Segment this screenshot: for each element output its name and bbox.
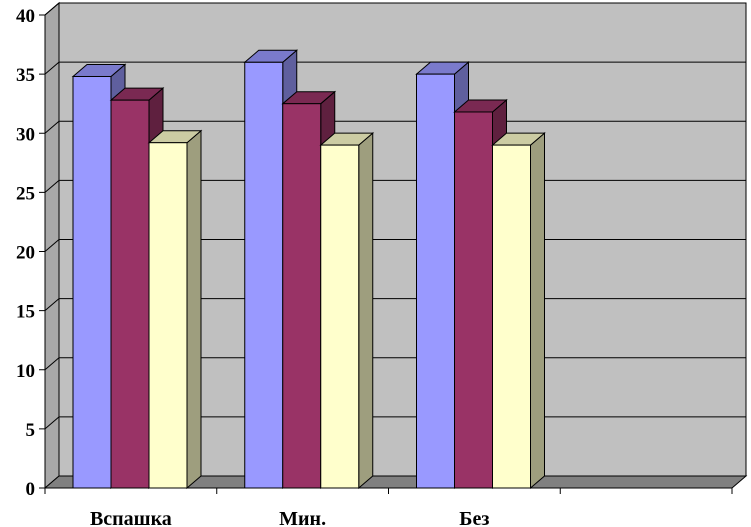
bar-side-face — [530, 131, 545, 490]
y-tick-label: 15 — [16, 302, 35, 323]
y-tick-label: 10 — [16, 361, 35, 382]
y-tick-label: 0 — [26, 479, 36, 500]
bar-front-face — [72, 75, 112, 489]
bar — [491, 131, 546, 490]
x-category-label: Мин. — [279, 508, 326, 527]
bar-front-face — [244, 61, 284, 489]
bar-front-face — [148, 142, 188, 489]
bar-front-face — [110, 99, 150, 489]
gridline — [44, 2, 746, 16]
y-tick-label: 40 — [16, 6, 35, 27]
y-tick-label: 35 — [16, 65, 35, 86]
bars-group — [71, 49, 546, 490]
bar-front-face — [492, 144, 531, 489]
y-axis-ticks: 0 5 10 15 20 25 30 35 40 — [16, 6, 733, 500]
y-tick-label: 5 — [26, 420, 36, 441]
y-tick-label: 30 — [16, 124, 35, 145]
x-category-label: Без — [459, 508, 489, 527]
y-tick-label: 20 — [16, 243, 35, 264]
y-tick-label: 25 — [16, 183, 35, 204]
x-axis-categories: Вспашка Мин. Без — [90, 508, 490, 527]
gridline — [44, 61, 746, 75]
bar-front-face — [282, 103, 322, 489]
bar — [319, 131, 375, 490]
bar-side-face — [358, 131, 374, 490]
bar-front-face — [320, 144, 360, 489]
x-category-label: Вспашка — [90, 508, 172, 527]
bar — [147, 129, 203, 490]
bar-side-face — [186, 129, 202, 490]
bar-front-face — [454, 111, 493, 489]
bar-front-face — [416, 73, 455, 489]
gridline — [44, 120, 746, 134]
